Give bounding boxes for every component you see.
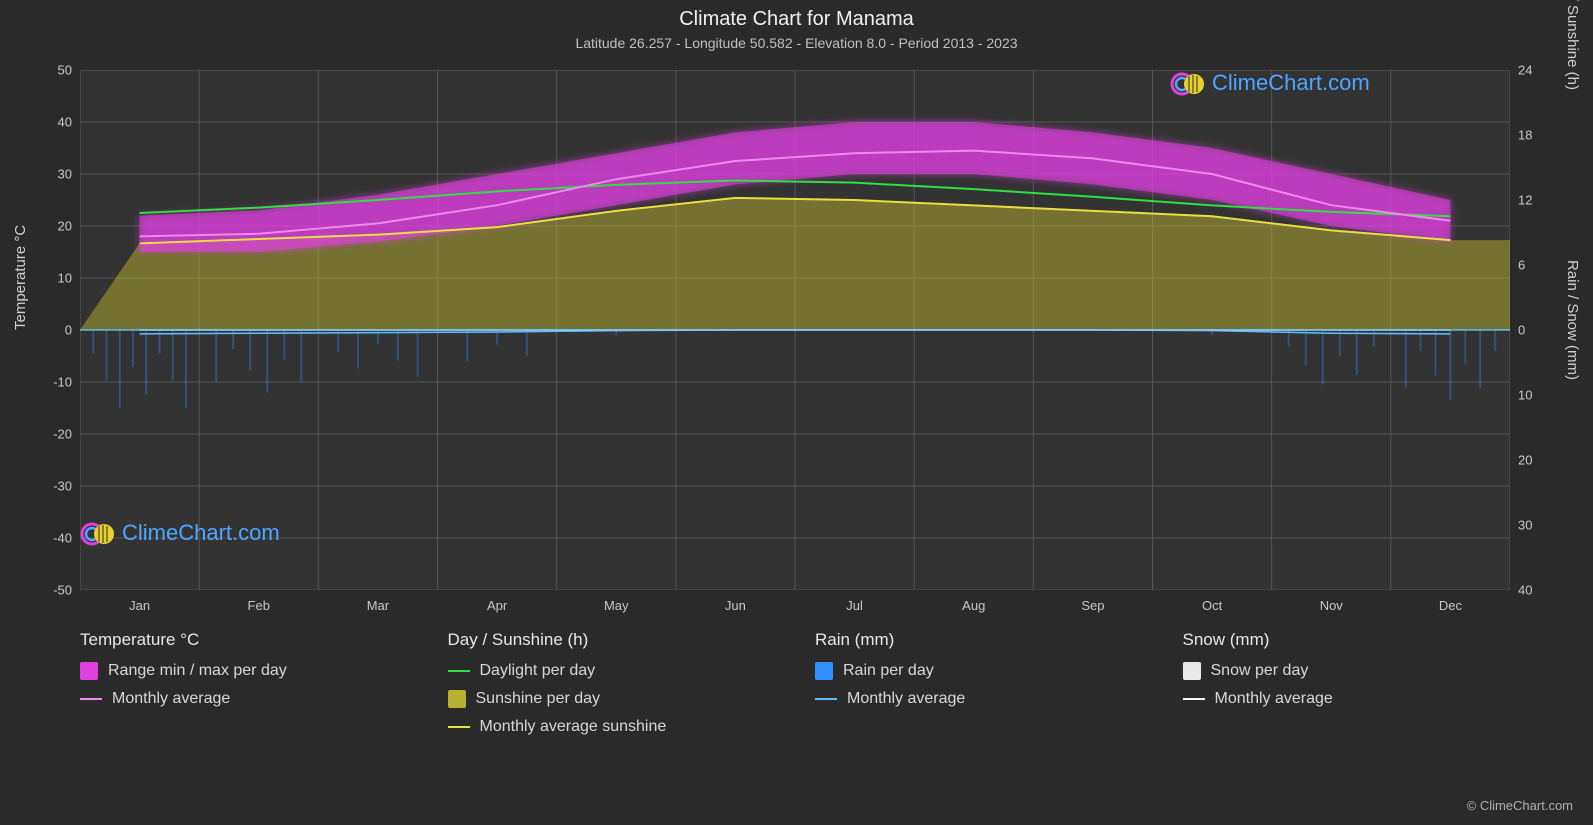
axis-tick: -40 — [53, 531, 72, 546]
legend-item: Rain per day — [815, 662, 1143, 680]
axis-tick: 50 — [58, 63, 72, 78]
brand-text: ClimeChart.com — [122, 520, 280, 546]
legend-item: Monthly average — [80, 690, 408, 708]
legend-label: Rain per day — [843, 662, 934, 680]
axis-tick: 0 — [1518, 323, 1525, 338]
axis-tick: Aug — [962, 598, 985, 613]
axis-tick: Nov — [1320, 598, 1343, 613]
axis-tick: -20 — [53, 427, 72, 442]
axis-tick: 20 — [1518, 453, 1532, 468]
legend-swatch — [815, 662, 833, 680]
legend-swatch — [80, 698, 102, 700]
axis-tick: -50 — [53, 583, 72, 598]
legend-item: Range min / max per day — [80, 662, 408, 680]
chart-plot-area — [80, 70, 1510, 590]
legend-item: Monthly average — [1183, 690, 1511, 708]
axis-tick: 6 — [1518, 258, 1525, 273]
legend-label: Daylight per day — [480, 662, 596, 680]
legend-item: Snow per day — [1183, 662, 1511, 680]
chart-svg — [80, 70, 1510, 590]
legend-label: Monthly average — [1215, 690, 1333, 708]
y-axis-right-bottom-label: Rain / Snow (mm) — [1564, 260, 1581, 380]
axis-tick: 18 — [1518, 128, 1532, 143]
legend-swatch — [448, 690, 466, 708]
brand-text: ClimeChart.com — [1212, 70, 1370, 96]
chart-subtitle: Latitude 26.257 - Longitude 50.582 - Ele… — [0, 31, 1593, 51]
axis-tick: 40 — [58, 115, 72, 130]
brand-logo-icon — [80, 520, 116, 546]
legend-group: Rain (mm) Rain per day Monthly average — [815, 630, 1143, 746]
axis-tick: Feb — [248, 598, 270, 613]
axis-tick: 30 — [1518, 518, 1532, 533]
axis-tick: 0 — [65, 323, 72, 338]
legend-swatch — [448, 726, 470, 728]
legend-group-title: Rain (mm) — [815, 630, 1143, 650]
axis-tick: 40 — [1518, 583, 1532, 598]
axis-tick: May — [604, 598, 629, 613]
axis-tick: 10 — [1518, 388, 1532, 403]
y-axis-left-label: Temperature °C — [12, 225, 29, 330]
axis-tick: 12 — [1518, 193, 1532, 208]
axis-tick: 20 — [58, 219, 72, 234]
legend-item: Daylight per day — [448, 662, 776, 680]
axis-tick: Jul — [846, 598, 863, 613]
legend-swatch — [1183, 698, 1205, 700]
copyright-text: © ClimeChart.com — [1467, 798, 1573, 813]
legend-group: Day / Sunshine (h) Daylight per day Sunshi… — [448, 630, 776, 746]
brand-watermark: ClimeChart.com — [1170, 70, 1370, 96]
axis-tick: 30 — [58, 167, 72, 182]
y-axis-right-top-label: Day / Sunshine (h) — [1564, 0, 1581, 90]
legend-label: Range min / max per day — [108, 662, 287, 680]
legend-item: Sunshine per day — [448, 690, 776, 708]
legend-swatch — [80, 662, 98, 680]
axis-tick: Apr — [487, 598, 507, 613]
brand-logo-icon — [1170, 70, 1206, 96]
axis-tick: 24 — [1518, 63, 1532, 78]
legend-group: Snow (mm) Snow per day Monthly average — [1183, 630, 1511, 746]
chart-title: Climate Chart for Manama — [0, 0, 1593, 31]
legend-group-title: Day / Sunshine (h) — [448, 630, 776, 650]
axis-tick: 10 — [58, 271, 72, 286]
axis-tick: Oct — [1202, 598, 1222, 613]
axis-tick: -30 — [53, 479, 72, 494]
legend-item: Monthly average sunshine — [448, 718, 776, 736]
axis-tick: Mar — [367, 598, 389, 613]
brand-watermark: ClimeChart.com — [80, 520, 280, 546]
axis-tick: Jun — [725, 598, 746, 613]
axis-tick: Dec — [1439, 598, 1462, 613]
axis-tick: Jan — [129, 598, 150, 613]
legend-swatch — [815, 698, 837, 700]
legend-label: Monthly average — [847, 690, 965, 708]
legend-group-title: Temperature °C — [80, 630, 408, 650]
legend-swatch — [448, 670, 470, 672]
legend: Temperature °C Range min / max per day Mon… — [80, 630, 1510, 746]
legend-label: Snow per day — [1211, 662, 1309, 680]
axis-tick: Sep — [1081, 598, 1104, 613]
axis-tick: -10 — [53, 375, 72, 390]
legend-group-title: Snow (mm) — [1183, 630, 1511, 650]
legend-label: Sunshine per day — [476, 690, 601, 708]
legend-item: Monthly average — [815, 690, 1143, 708]
legend-swatch — [1183, 662, 1201, 680]
legend-label: Monthly average sunshine — [480, 718, 667, 736]
legend-label: Monthly average — [112, 690, 230, 708]
legend-group: Temperature °C Range min / max per day Mon… — [80, 630, 408, 746]
